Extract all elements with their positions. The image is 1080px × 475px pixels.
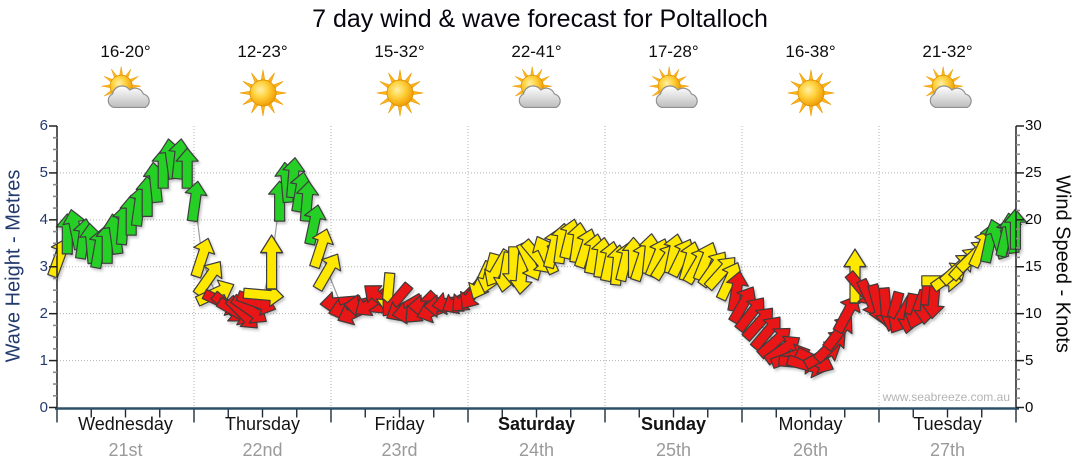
wind-axis-tick-0: 0 — [1025, 398, 1034, 416]
temperature-range-saturday: 22-41° — [511, 42, 562, 61]
page-title: 7 day wind & wave forecast for Poltalloc… — [312, 5, 768, 33]
day-label-friday: Friday — [374, 414, 425, 434]
date-label-22nd: 22nd — [242, 440, 283, 460]
watermark: www.seabreeze.com.au — [882, 390, 1010, 404]
sun-icon — [194, 64, 331, 120]
day-label-wednesday: Wednesday — [78, 414, 173, 434]
wind-axis-tick-25: 25 — [1025, 163, 1042, 181]
date-label-25th: 25th — [655, 440, 692, 460]
temperature-range-wednesday: 16-20° — [100, 42, 151, 61]
wave-axis-tick-6: 6 — [39, 117, 48, 134]
temperature-range-thursday: 12-23° — [237, 42, 288, 61]
wave-axis-tick-5: 5 — [39, 163, 48, 181]
day-label-thursday: Thursday — [224, 414, 301, 434]
wave-axis-tick-1: 1 — [39, 351, 48, 369]
temperature-range-monday: 16-38° — [785, 42, 836, 61]
wind-axis-tick-5: 5 — [1025, 351, 1034, 369]
day-label-tuesday: Tuesday — [913, 414, 982, 434]
day-label-saturday: Saturday — [497, 414, 576, 434]
wind-axis-tick-20: 20 — [1025, 210, 1042, 228]
day-label-sunday: Sunday — [640, 414, 706, 434]
wind-arrows — [47, 138, 1028, 379]
sun-cloud-icon — [57, 64, 194, 120]
wave-axis-tick-0: 0 — [39, 398, 48, 416]
sun-cloud-icon — [605, 64, 742, 120]
wind-axis-tick-15: 15 — [1025, 257, 1042, 275]
day-label-monday: Monday — [778, 414, 843, 434]
wave-axis-tick-2: 2 — [39, 304, 48, 322]
sun-cloud-icon — [468, 64, 605, 120]
wind-axis-tick-30: 30 — [1025, 117, 1042, 134]
wave-axis-tick-3: 3 — [39, 257, 48, 275]
wind-speed-axis-label: Wind Speed - Knots — [1051, 175, 1074, 353]
sun-icon — [742, 64, 879, 120]
date-label-27th: 27th — [929, 440, 966, 460]
date-label-26th: 26th — [792, 440, 829, 460]
wind-axis-tick-10: 10 — [1025, 304, 1042, 322]
sun-icon — [331, 64, 468, 120]
date-label-21st: 21st — [108, 440, 143, 460]
temperature-range-friday: 15-32° — [374, 42, 425, 61]
date-label-23rd: 23rd — [381, 440, 418, 460]
wave-axis-tick-4: 4 — [39, 210, 48, 228]
temperature-range-tuesday: 21-32° — [922, 42, 973, 61]
sun-cloud-icon — [879, 64, 1016, 120]
temperature-range-sunday: 17-28° — [648, 42, 699, 61]
date-label-24th: 24th — [518, 440, 555, 460]
